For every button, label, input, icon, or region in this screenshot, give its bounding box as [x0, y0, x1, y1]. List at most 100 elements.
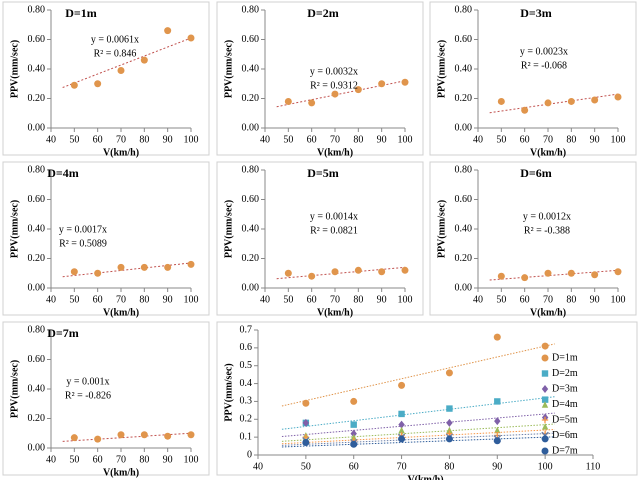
x-tick-label: 50 — [283, 294, 293, 305]
y-axis-title: PPV(mm/sec) — [436, 40, 447, 98]
legend-marker — [541, 385, 549, 393]
legend-label: D=3m — [552, 383, 578, 394]
panel — [216, 161, 424, 316]
point — [70, 81, 78, 89]
point — [187, 34, 195, 42]
point — [493, 333, 501, 341]
y-tick-label: 0.5 — [240, 360, 253, 371]
x-tick-label: 60 — [520, 134, 530, 145]
point — [354, 86, 362, 94]
y-tick-label: 0.40 — [28, 223, 46, 234]
point — [446, 418, 453, 427]
point — [494, 426, 501, 434]
trendline — [489, 269, 619, 281]
r-squared: R² = -0.826 — [65, 390, 111, 401]
r-squared: R² = -0.068 — [521, 60, 567, 71]
x-tick-label: 60 — [520, 294, 530, 305]
x-tick-label: 40 — [473, 294, 483, 305]
chart-title: D=1m — [65, 6, 97, 20]
point — [398, 381, 406, 389]
r-squared: R² = 0.9312 — [310, 80, 358, 91]
x-tick-label: 70 — [330, 134, 340, 145]
point — [94, 80, 102, 88]
y-tick-label: 0.60 — [455, 34, 473, 45]
trend-equation: y = 0.0032x — [310, 66, 358, 77]
r-squared: R² = 0.0821 — [310, 225, 358, 236]
x-axis-title: V(km/h) — [530, 307, 566, 318]
point — [164, 263, 172, 271]
y-tick-label: 0.00 — [455, 282, 473, 293]
x-tick-label: 80 — [566, 134, 576, 145]
trend-equation: y = 0.001x — [66, 376, 109, 387]
x-tick-label: 40 — [46, 454, 56, 465]
x-axis-title: V(km/h) — [317, 147, 353, 158]
x-tick-label: 100 — [611, 134, 626, 145]
x-tick-label: 60 — [93, 294, 103, 305]
point — [614, 268, 622, 276]
y-axis-title: PPV(mm/sec) — [223, 200, 234, 258]
x-tick-label: 50 — [69, 134, 79, 145]
x-tick-label: 90 — [163, 134, 173, 145]
y-tick-label: 0.60 — [28, 354, 46, 365]
x-tick-label: 60 — [93, 134, 103, 145]
x-tick-label: 40 — [253, 461, 263, 472]
y-tick-label: 0.6 — [240, 342, 253, 353]
y-axis-title: PPV(mm/sec) — [9, 40, 20, 98]
y-tick-label: 0.00 — [455, 122, 473, 133]
point — [398, 435, 406, 443]
y-tick-label: 0.40 — [455, 63, 473, 74]
point — [164, 27, 172, 35]
point — [117, 431, 125, 439]
x-tick-label: 90 — [377, 294, 387, 305]
trendline — [62, 432, 192, 442]
x-axis-title: V(km/h) — [103, 307, 139, 318]
y-tick-label: 0.60 — [28, 34, 46, 45]
chart-title: D=7m — [47, 326, 79, 340]
y-tick-label: 0.20 — [28, 93, 46, 104]
point — [117, 66, 125, 74]
y-tick-label: 0.40 — [242, 63, 260, 74]
x-tick-label: 50 — [301, 461, 311, 472]
y-tick-label: 0.80 — [28, 164, 46, 175]
y-tick-label: 0.20 — [455, 93, 473, 104]
x-tick-label: 50 — [69, 454, 79, 465]
y-tick-label: 0.80 — [28, 4, 46, 15]
x-tick-label: 70 — [116, 454, 126, 465]
y-tick-label: 0.1 — [240, 431, 253, 442]
y-tick-label: 0.40 — [455, 223, 473, 234]
legend-label: D=5m — [552, 414, 578, 425]
point — [614, 93, 622, 101]
point — [140, 431, 148, 439]
x-tick-label: 40 — [46, 294, 56, 305]
point — [591, 271, 599, 279]
trendline — [276, 266, 406, 280]
legend-marker — [541, 447, 549, 455]
y-tick-label: 0.20 — [28, 253, 46, 264]
y-tick-label: 0.20 — [242, 253, 260, 264]
point — [494, 398, 501, 405]
x-tick-label: 60 — [307, 134, 317, 145]
x-axis-title: V(km/h) — [103, 147, 139, 158]
point — [497, 97, 505, 105]
point — [521, 274, 529, 282]
x-tick-label: 100 — [398, 294, 413, 305]
trendline — [281, 423, 555, 442]
point — [140, 263, 148, 271]
x-tick-label: 70 — [116, 134, 126, 145]
x-tick-label: 40 — [260, 134, 270, 145]
legend-marker — [541, 401, 549, 408]
y-tick-label: 0.20 — [28, 413, 46, 424]
y-tick-label: 0.20 — [455, 253, 473, 264]
y-tick-label: 0.60 — [242, 34, 260, 45]
y-tick-label: 0.00 — [242, 122, 260, 133]
r-squared: R² = -0.388 — [524, 225, 570, 236]
r-squared: R² = 0.5089 — [59, 238, 107, 249]
point — [541, 342, 549, 350]
panel — [429, 1, 637, 156]
x-tick-label: 90 — [163, 294, 173, 305]
panel — [216, 321, 638, 476]
x-tick-label: 50 — [496, 294, 506, 305]
point — [302, 439, 310, 446]
y-tick-label: 0 — [247, 449, 252, 460]
x-tick-label: 80 — [353, 294, 363, 305]
